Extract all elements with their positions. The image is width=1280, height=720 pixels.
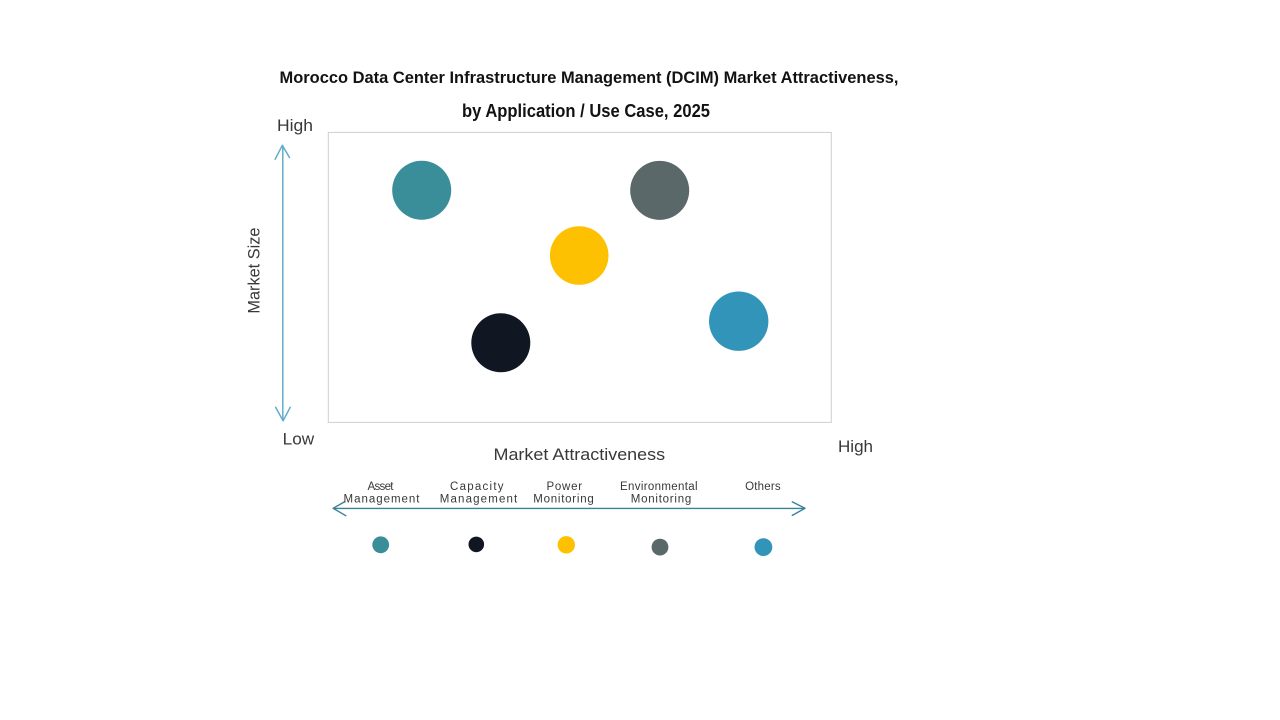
svg-text:High: High bbox=[277, 116, 313, 135]
svg-text:Others: Others bbox=[745, 481, 781, 493]
svg-text:Low: Low bbox=[283, 430, 315, 449]
svg-text:Power: Power bbox=[547, 481, 583, 493]
svg-text:Management: Management bbox=[440, 494, 518, 506]
svg-text:Monitoring: Monitoring bbox=[533, 494, 594, 506]
svg-text:Asset: Asset bbox=[368, 481, 395, 493]
svg-text:Environmental: Environmental bbox=[620, 481, 698, 493]
svg-text:by Application / Use Case, 202: by Application / Use Case, 2025 bbox=[462, 101, 710, 121]
svg-text:Morocco Data Center Infrastruc: Morocco Data Center Infrastructure Manag… bbox=[280, 68, 899, 87]
svg-text:Capacity: Capacity bbox=[450, 481, 504, 493]
svg-text:High: High bbox=[838, 437, 873, 456]
svg-text:Monitoring: Monitoring bbox=[631, 494, 692, 506]
svg-text:Market Size: Market Size bbox=[245, 228, 264, 314]
svg-text:Market Attractiveness: Market Attractiveness bbox=[494, 445, 666, 464]
svg-text:Management: Management bbox=[344, 494, 421, 506]
